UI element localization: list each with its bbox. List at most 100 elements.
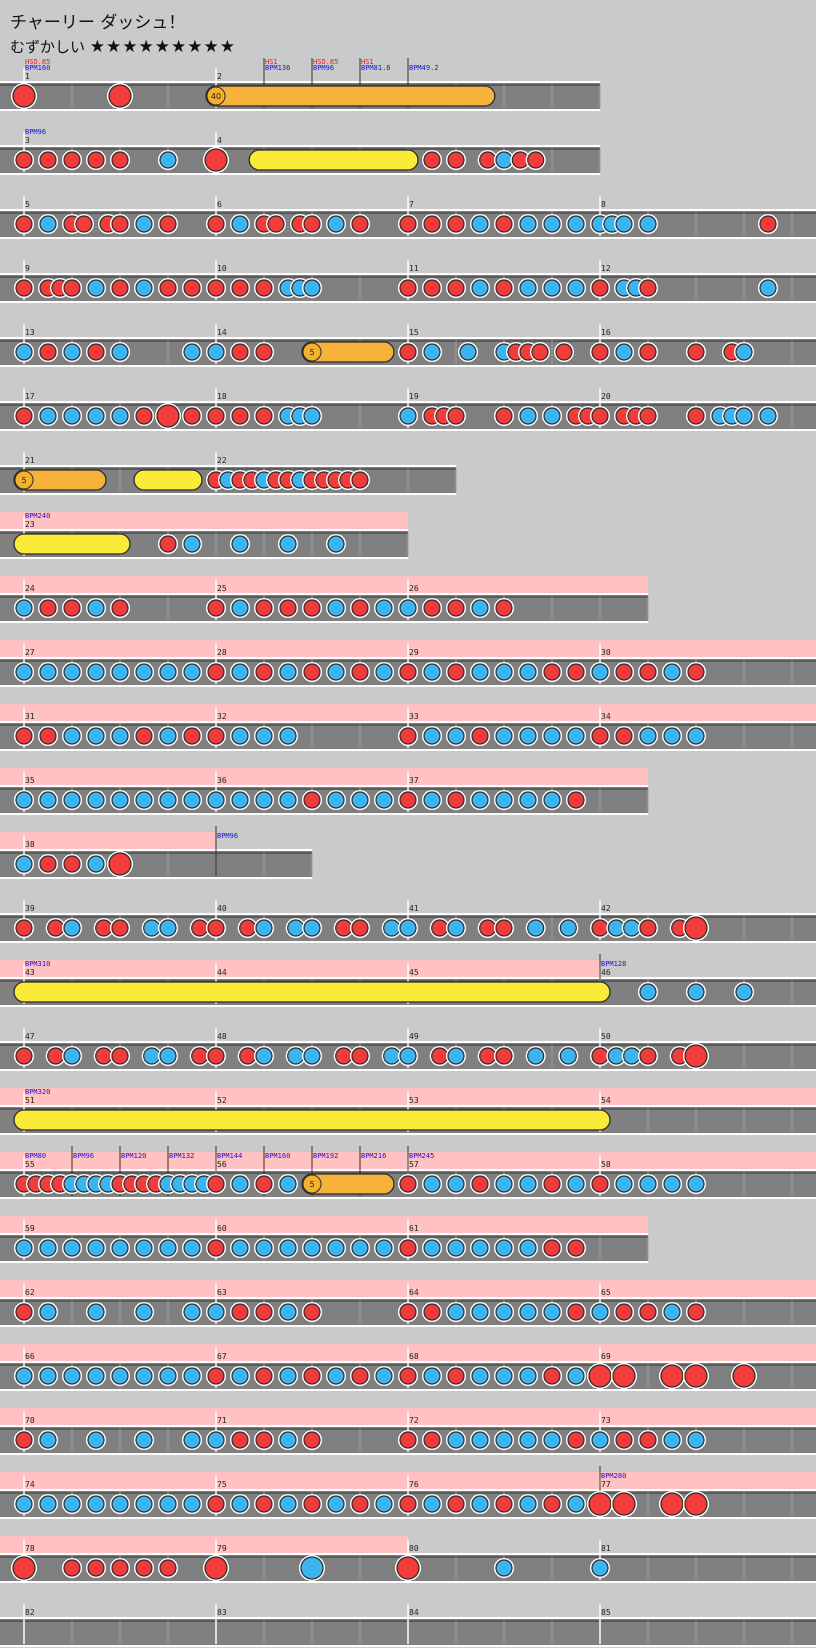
drumroll-note [133, 469, 203, 491]
song-title: チャーリー ダッシュ！ [10, 13, 186, 33]
measure-number: 83 [217, 1608, 227, 1617]
ka-note [39, 215, 57, 233]
ka-note [279, 1495, 297, 1513]
don-note [207, 727, 225, 745]
ka-note [735, 407, 753, 425]
ka-note [471, 1303, 489, 1321]
don-note [207, 279, 225, 297]
measure-number: 14 [217, 328, 227, 337]
ka-note [159, 919, 177, 937]
ka-note [543, 1431, 561, 1449]
don-note [207, 599, 225, 617]
don-note [207, 1175, 225, 1193]
lane-shade [0, 852, 312, 854]
don-note [591, 727, 609, 745]
difficulty-label: むずかしい [10, 38, 86, 56]
don-note [399, 279, 417, 297]
don-note [687, 407, 705, 425]
ka-note [159, 663, 177, 681]
lane-border-bottom [0, 237, 816, 239]
ka-note [519, 1431, 537, 1449]
don-note [15, 727, 33, 745]
measure-number: 11 [409, 264, 419, 273]
bpm-label: BPM96 [73, 1152, 94, 1160]
ka-note [231, 663, 249, 681]
scroll-speed-label: HS1 [265, 58, 278, 66]
ka-note [687, 983, 705, 1001]
ka-note [639, 215, 657, 233]
don-note [423, 1303, 441, 1321]
ka-note [39, 1367, 57, 1385]
ka-note [39, 663, 57, 681]
measure-number: 72 [409, 1416, 419, 1425]
don-note [335, 1047, 353, 1065]
ka-note [447, 1431, 465, 1449]
ka-note [447, 919, 465, 937]
tempo-band [0, 512, 408, 532]
measure-number: 58 [601, 1160, 611, 1169]
measure-number: 33 [409, 712, 419, 721]
ka-note [399, 599, 417, 617]
ka-note [423, 1239, 441, 1257]
don-note [543, 1495, 561, 1513]
ka-note [639, 983, 657, 1001]
don-note [111, 215, 129, 233]
don-big-note [588, 1364, 612, 1388]
don-big-note [108, 852, 132, 876]
lane-border-bottom [0, 1069, 816, 1071]
lane-border-top [0, 593, 648, 595]
measure-number: 54 [601, 1096, 611, 1105]
ka-note [527, 919, 545, 937]
ka-note [471, 599, 489, 617]
ka-note [615, 1175, 633, 1193]
ka-note [87, 1431, 105, 1449]
don-note [399, 663, 417, 681]
don-note [615, 663, 633, 681]
measure-number: 44 [217, 968, 227, 977]
measure-number: 75 [217, 1480, 227, 1489]
ka-note [519, 1495, 537, 1513]
ka-note [255, 919, 273, 937]
ka-note [63, 727, 81, 745]
don-note [399, 1495, 417, 1513]
don-note [303, 791, 321, 809]
don-big-note [612, 1492, 636, 1516]
scroll-speed-label: HSO.85 [25, 58, 50, 66]
ka-note [183, 791, 201, 809]
tempo-band [0, 832, 216, 852]
drumroll-note [248, 149, 419, 171]
balloon-count: 5 [309, 1180, 314, 1189]
lane-border-bottom [0, 1389, 816, 1391]
ka-note [639, 727, 657, 745]
measure-number: 50 [601, 1032, 611, 1041]
lane-border-bottom [0, 621, 648, 623]
don-note [239, 1047, 257, 1065]
don-note [447, 407, 465, 425]
don-note [447, 791, 465, 809]
ka-note [63, 343, 81, 361]
ka-note [159, 1367, 177, 1385]
don-note [255, 343, 273, 361]
measure-number: 56 [217, 1160, 227, 1169]
don-note [255, 1367, 273, 1385]
don-note [39, 599, 57, 617]
don-note [615, 727, 633, 745]
ka-note [63, 663, 81, 681]
measure-number: 7 [409, 200, 414, 209]
ka-note [255, 1047, 273, 1065]
ka-note [183, 1367, 201, 1385]
measure-number: 61 [409, 1224, 419, 1233]
don-note [183, 727, 201, 745]
don-note [567, 791, 585, 809]
measure-number: 15 [409, 328, 419, 337]
lane-shade [0, 84, 600, 86]
ka-note [231, 535, 249, 553]
don-note [423, 599, 441, 617]
measure-number: 13 [25, 328, 35, 337]
don-note [87, 343, 105, 361]
don-note [447, 1367, 465, 1385]
don-note [231, 407, 249, 425]
lane-border-bottom [0, 1645, 816, 1647]
ka-note [279, 535, 297, 553]
ka-note [231, 215, 249, 233]
